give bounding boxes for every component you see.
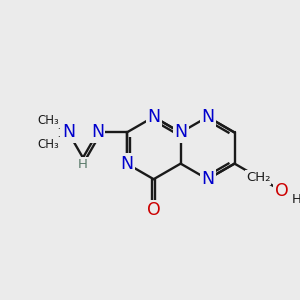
Text: CH₃: CH₃	[37, 114, 59, 127]
Text: H: H	[292, 193, 300, 206]
Text: N: N	[201, 108, 214, 126]
Text: N: N	[147, 108, 160, 126]
Text: CH₃: CH₃	[37, 138, 59, 151]
Text: O: O	[275, 182, 289, 200]
Text: N: N	[174, 124, 187, 142]
Text: N: N	[91, 124, 104, 142]
Text: CH₂: CH₂	[246, 171, 270, 184]
Text: H: H	[78, 158, 88, 171]
Text: O: O	[147, 201, 160, 219]
Text: N: N	[120, 154, 133, 172]
Text: N: N	[201, 170, 214, 188]
Text: N: N	[62, 124, 75, 142]
